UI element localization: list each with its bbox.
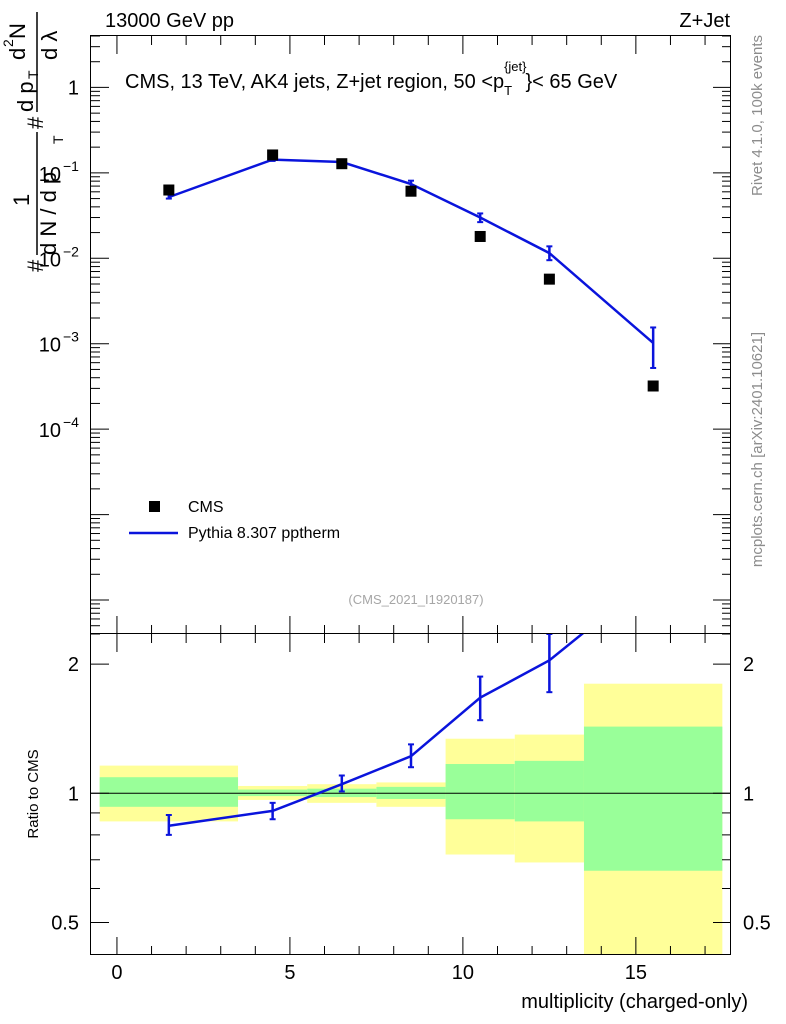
- ylabel-d2-n: N: [5, 23, 30, 39]
- main-frame: [90, 35, 731, 634]
- ratio-band-inner: [583, 726, 723, 871]
- ratio-xlabel: multiplicity (charged-only): [521, 991, 748, 1013]
- ratio-band-inner: [445, 764, 515, 820]
- header-left: 13000 GeV pp: [105, 10, 234, 32]
- ratio-band-inner: [514, 760, 584, 822]
- main-ytick-label-exp: −1: [63, 158, 79, 174]
- ylabel-denominator-1-sub: T: [50, 135, 66, 144]
- ylabel-denominator-1: d N / d p: [36, 172, 61, 255]
- cms-data-point: [163, 184, 175, 196]
- main-ytick-label-exp: −4: [63, 414, 79, 430]
- ratio-ytick-label: 2: [68, 654, 79, 676]
- ratio-ytick-label: 0.5: [51, 912, 79, 934]
- ratio-ytick-label-right: 2: [743, 654, 754, 676]
- ratio-mc-series: [165, 634, 584, 836]
- legend: CMS Pythia 8.307 pptherm: [129, 499, 340, 542]
- ylabel-d2: d: [5, 48, 30, 60]
- cms-data-point: [474, 230, 486, 242]
- header-right: Z+Jet: [679, 10, 730, 32]
- main-title-sub: T: [504, 83, 512, 98]
- ylabel-hash-1: #: [23, 259, 48, 272]
- ylabel-numerator-2-sub: T: [25, 70, 41, 79]
- main-ytick-label: 10: [39, 420, 61, 442]
- analysis-watermark: (CMS_2021_I1920187): [348, 592, 483, 607]
- ratio-xtick-label: 0: [111, 962, 122, 984]
- main-data-series: [163, 149, 659, 392]
- ratio-ylabel: Ratio to CMS: [25, 749, 42, 838]
- cms-data-point: [267, 149, 279, 161]
- cms-data-point: [405, 185, 417, 197]
- legend-label-cms: CMS: [188, 499, 224, 516]
- main-ylabel: # 1 d N / d p T # d p T d 2 N d λ: [0, 12, 66, 272]
- ylabel-one: 1: [9, 194, 34, 206]
- ratio-ytick-label-right: 1: [743, 783, 754, 805]
- main-ytick-label-exp: −2: [63, 243, 79, 259]
- ratio-xtick-label: 15: [625, 962, 647, 984]
- main-ytick-label-exp: −3: [63, 329, 79, 345]
- ylabel-d2-exp: 2: [0, 39, 16, 47]
- ratio-ytick-label-right: 0.5: [743, 912, 771, 934]
- main-title-tail: }< 65 GeV: [526, 71, 618, 93]
- main-ytick-label: 10: [39, 335, 61, 357]
- ratio-axis-ticks: 0.5 0.5 1 1 2 2 0 5 10 15: [51, 634, 771, 984]
- legend-marker-cms: [149, 501, 160, 512]
- side-label-rivet: Rivet 4.1.0, 100k events: [749, 35, 766, 196]
- ratio-frame: [90, 633, 731, 955]
- main-ytick-label: 1: [68, 77, 79, 99]
- legend-label-mc: Pythia 8.307 pptherm: [188, 525, 340, 542]
- main-title-sup: {jet}: [504, 59, 527, 74]
- cms-data-point: [647, 380, 659, 392]
- cms-data-point: [336, 158, 348, 170]
- ratio-xtick-label: 5: [284, 962, 295, 984]
- ratio-band-inner: [99, 777, 239, 807]
- ratio-xtick-label: 10: [452, 962, 474, 984]
- main-ytick-label: 10: [39, 164, 61, 186]
- ylabel-numerator-2: d p: [13, 81, 38, 112]
- main-title-text: CMS, 13 TeV, AK4 jets, Z+jet region, 50 …: [125, 71, 504, 93]
- ylabel-hash-2: #: [23, 116, 48, 129]
- main-title: CMS, 13 TeV, AK4 jets, Z+jet region, 50 …: [125, 59, 618, 98]
- ratio-mc-clipped: [165, 634, 584, 836]
- ylabel-dlambda: d λ: [37, 31, 62, 60]
- main-ytick-label: 10: [39, 249, 61, 271]
- side-label-mcplots: mcplots.cern.ch [arXiv:2401.10621]: [749, 332, 766, 567]
- main-axis-ticks: 110−110−210−310−4: [39, 35, 731, 635]
- ratio-uncertainty-bands: [99, 683, 723, 955]
- ratio-ytick-label: 1: [68, 783, 79, 805]
- cms-data-point: [543, 273, 555, 285]
